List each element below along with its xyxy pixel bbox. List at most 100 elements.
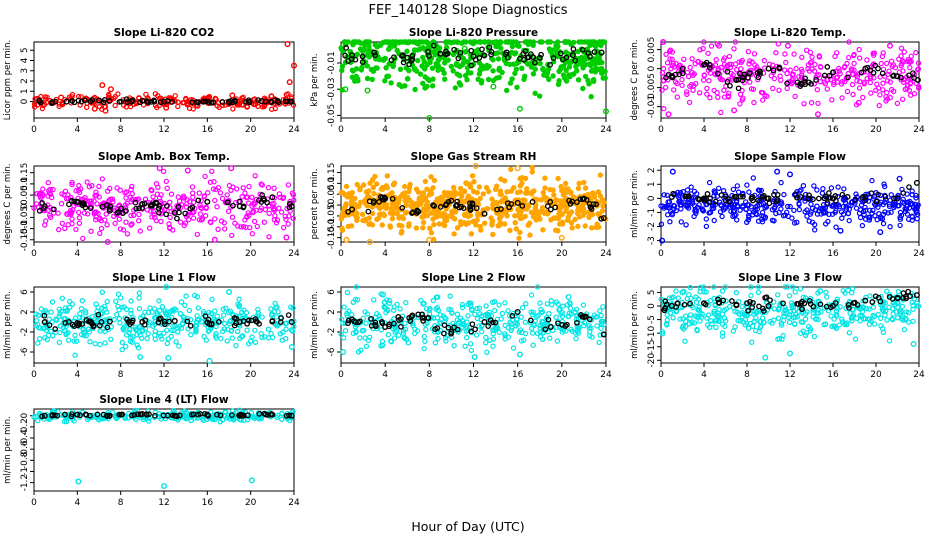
overlay-point bbox=[530, 54, 537, 61]
data-point bbox=[152, 332, 158, 338]
data-point bbox=[674, 94, 681, 100]
x-tick-label: 4 bbox=[382, 249, 388, 259]
data-point bbox=[429, 83, 436, 89]
data-point bbox=[182, 302, 188, 308]
data-point bbox=[701, 72, 708, 78]
data-point bbox=[48, 328, 54, 334]
data-point bbox=[262, 206, 268, 213]
data-point bbox=[166, 316, 172, 322]
x-tick-label: 0 bbox=[31, 249, 37, 259]
overlay-anchor-point bbox=[349, 52, 356, 59]
data-point bbox=[252, 414, 258, 420]
data-point bbox=[110, 198, 116, 205]
data-point bbox=[234, 328, 241, 335]
data-point bbox=[129, 196, 135, 203]
data-point bbox=[846, 39, 852, 45]
overlay-point bbox=[545, 316, 552, 323]
overlay-point bbox=[729, 298, 735, 304]
data-point bbox=[791, 51, 797, 57]
x-tick-label: 24 bbox=[913, 249, 925, 259]
data-point bbox=[373, 65, 379, 71]
data-point bbox=[658, 203, 664, 209]
overlay-point bbox=[485, 323, 492, 329]
data-point bbox=[75, 209, 82, 216]
data-point bbox=[357, 335, 363, 341]
overlay-point bbox=[824, 64, 831, 70]
data-point bbox=[219, 195, 226, 202]
data-point bbox=[801, 101, 807, 107]
data-point bbox=[448, 63, 454, 70]
data-point bbox=[39, 105, 46, 112]
data-point bbox=[374, 216, 380, 223]
data-point bbox=[476, 184, 483, 190]
data-point bbox=[424, 186, 430, 192]
data-point bbox=[62, 225, 68, 231]
data-point bbox=[890, 311, 897, 317]
data-point bbox=[699, 206, 706, 212]
data-point bbox=[257, 207, 263, 213]
data-point bbox=[283, 336, 289, 342]
data-point bbox=[144, 335, 150, 342]
outlier-point bbox=[514, 165, 521, 172]
data-point bbox=[176, 343, 182, 349]
data-point bbox=[528, 209, 535, 215]
data-point bbox=[736, 311, 742, 317]
overlay-point bbox=[845, 74, 851, 81]
data-point bbox=[509, 76, 515, 82]
outlier-point bbox=[163, 284, 170, 291]
data-point bbox=[451, 343, 457, 349]
data-point bbox=[836, 322, 843, 328]
data-point bbox=[490, 336, 497, 342]
panel-title: Slope Line 4 (LT) Flow bbox=[99, 394, 229, 406]
data-point bbox=[363, 189, 370, 195]
data-point bbox=[704, 91, 710, 97]
overlay-point bbox=[763, 294, 770, 301]
data-point bbox=[458, 218, 464, 225]
data-point bbox=[474, 315, 481, 322]
overlay-point bbox=[544, 203, 551, 210]
x-tick-label: 24 bbox=[288, 249, 300, 259]
data-point bbox=[166, 224, 173, 231]
data-point bbox=[210, 186, 217, 192]
data-point bbox=[476, 71, 483, 77]
data-point bbox=[72, 352, 78, 358]
data-point bbox=[350, 299, 356, 305]
overlay-point bbox=[454, 198, 461, 205]
overlay-point bbox=[388, 57, 395, 63]
overlay-point bbox=[900, 295, 906, 301]
data-point bbox=[712, 62, 719, 68]
y-axis-label: ml/min per min. bbox=[3, 291, 13, 359]
data-point bbox=[476, 323, 482, 329]
data-point bbox=[775, 307, 782, 313]
overlay-anchor-point bbox=[830, 69, 837, 76]
data-point bbox=[193, 319, 200, 325]
overlay-point bbox=[718, 192, 725, 198]
y-tick-label: -15 bbox=[647, 339, 657, 354]
data-point bbox=[190, 106, 196, 112]
overlay-point bbox=[747, 70, 753, 77]
data-point bbox=[361, 327, 367, 334]
data-point bbox=[154, 104, 160, 111]
data-point bbox=[395, 332, 402, 338]
data-point bbox=[258, 181, 264, 187]
y-tick-label: 0.05 bbox=[327, 184, 337, 204]
data-point bbox=[785, 203, 791, 210]
data-point bbox=[496, 302, 502, 308]
overlay-point bbox=[437, 204, 444, 210]
data-point bbox=[546, 311, 552, 317]
data-point bbox=[433, 294, 440, 300]
data-point bbox=[535, 312, 541, 319]
overlay-point bbox=[368, 315, 374, 322]
overlay-point bbox=[674, 300, 681, 307]
data-point bbox=[424, 212, 431, 219]
overlay-point bbox=[175, 204, 182, 210]
overlay-point bbox=[68, 413, 75, 420]
data-point bbox=[891, 204, 897, 211]
data-point bbox=[722, 284, 729, 290]
data-point bbox=[796, 206, 803, 213]
data-point bbox=[490, 231, 496, 238]
data-point bbox=[834, 50, 840, 56]
data-point bbox=[581, 322, 587, 329]
data-point bbox=[582, 223, 588, 229]
